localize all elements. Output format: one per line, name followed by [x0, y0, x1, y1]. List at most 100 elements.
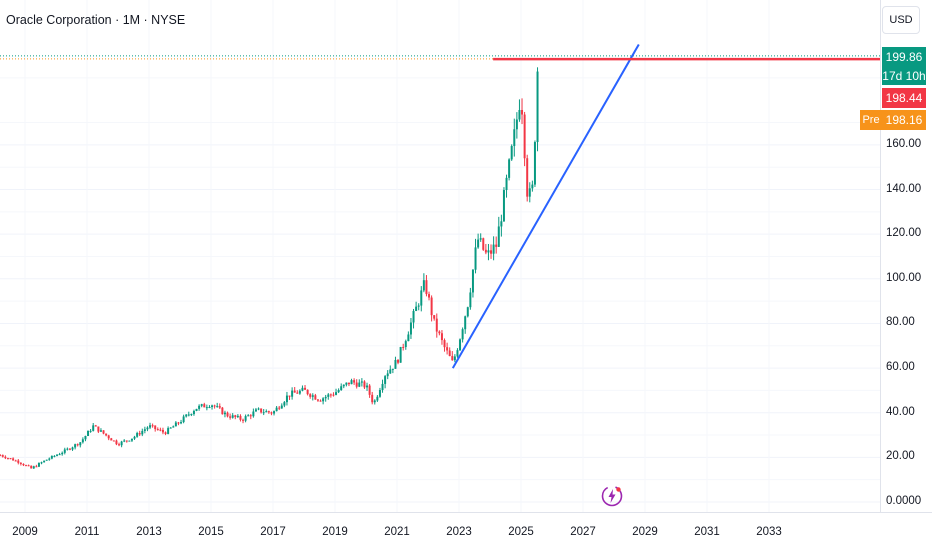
- candle-body: [66, 448, 69, 450]
- candle-body: [487, 250, 490, 253]
- candle-body: [508, 159, 511, 178]
- candle-body: [115, 440, 118, 445]
- candle-body: [322, 398, 325, 402]
- candle-body: [376, 396, 379, 401]
- candle-body: [523, 114, 526, 159]
- candle-body: [456, 350, 459, 357]
- candle-body: [353, 380, 356, 383]
- candle-body: [257, 408, 260, 410]
- candle-body: [190, 414, 193, 416]
- candle-body: [417, 305, 420, 307]
- candle-body: [229, 416, 232, 418]
- price-scale-divider: [880, 0, 881, 512]
- candle-body: [30, 465, 33, 469]
- candle-body: [402, 346, 405, 348]
- candle-body: [500, 221, 503, 227]
- candle-body: [298, 390, 301, 394]
- drawings: [451, 43, 880, 369]
- candle-body: [425, 280, 428, 295]
- x-tick-label: 2017: [260, 526, 286, 538]
- candles: [0, 67, 539, 469]
- trendline[interactable]: [451, 43, 640, 369]
- candle-body: [327, 394, 330, 397]
- candle-body: [314, 395, 317, 400]
- candle-body: [14, 460, 17, 462]
- candle-body: [17, 460, 20, 463]
- candle-body: [355, 382, 358, 387]
- candle-body: [518, 109, 521, 120]
- candle-body: [130, 438, 133, 441]
- y-tick-label: 0.0000: [886, 495, 922, 507]
- candle-body: [216, 406, 219, 408]
- candle-body: [329, 394, 332, 396]
- pre-market-label: Pre: [860, 110, 882, 130]
- candle-body: [146, 427, 149, 430]
- candle-body: [136, 433, 139, 437]
- candle-body: [446, 347, 449, 351]
- candle-body: [37, 463, 40, 467]
- candle-body: [394, 359, 397, 369]
- candle-body: [273, 411, 276, 414]
- candle-body: [244, 416, 247, 421]
- candle-body: [262, 412, 265, 414]
- candle-body: [291, 390, 294, 397]
- y-tick-label: 160.00: [886, 137, 922, 150]
- candle-body: [242, 419, 245, 421]
- candle-body: [74, 444, 77, 448]
- candle-body: [195, 408, 198, 411]
- candle-body: [200, 404, 203, 406]
- time-scale-divider: [0, 512, 932, 513]
- x-tick-label: 2009: [12, 526, 38, 538]
- candle-body: [531, 184, 534, 189]
- candle-body: [309, 394, 312, 397]
- candle-body: [474, 247, 477, 270]
- candle-body: [515, 119, 518, 130]
- candle-body: [332, 394, 335, 396]
- candle-body: [154, 425, 157, 430]
- candle-body: [391, 368, 394, 370]
- candle-body: [180, 422, 183, 424]
- candle-body: [404, 341, 407, 348]
- candle-body: [128, 440, 131, 442]
- candle-body: [373, 400, 376, 403]
- candle-body: [254, 409, 257, 412]
- candle-body: [4, 456, 7, 459]
- candle-body: [81, 439, 84, 443]
- candle-body: [536, 71, 539, 143]
- y-tick-label: 120.00: [886, 227, 922, 240]
- candle-body: [218, 406, 221, 408]
- x-tick-label: 2019: [322, 526, 348, 538]
- x-tick-label: 2013: [136, 526, 162, 538]
- candle-body: [482, 238, 485, 250]
- candle-body: [185, 414, 188, 417]
- lightning-sparkle-icon[interactable]: [600, 484, 624, 508]
- candle-body: [19, 462, 22, 464]
- candle-body: [133, 436, 136, 439]
- candle-body: [459, 339, 462, 351]
- candle-body: [107, 435, 110, 439]
- candle-body: [451, 356, 454, 361]
- candle-body: [213, 405, 216, 407]
- currency-button[interactable]: USD: [882, 6, 920, 34]
- candle-body: [311, 395, 314, 397]
- candle-body: [280, 405, 283, 409]
- candle-body: [497, 226, 500, 247]
- candle-body: [435, 318, 438, 332]
- candle-body: [409, 322, 412, 335]
- candle-body: [50, 455, 53, 459]
- candle-body: [407, 334, 410, 342]
- candle-body: [490, 250, 493, 254]
- candle-body: [345, 382, 348, 385]
- candle-body: [211, 405, 214, 408]
- candle-body: [363, 381, 366, 388]
- x-tick-label: 2021: [384, 526, 410, 538]
- candle-body: [43, 460, 46, 463]
- candle-body: [381, 383, 384, 391]
- candle-body: [151, 425, 154, 427]
- candle-body: [22, 463, 25, 466]
- candle-body: [260, 408, 263, 413]
- candle-body: [469, 292, 472, 308]
- candle-body: [335, 392, 338, 395]
- candle-body: [9, 458, 12, 460]
